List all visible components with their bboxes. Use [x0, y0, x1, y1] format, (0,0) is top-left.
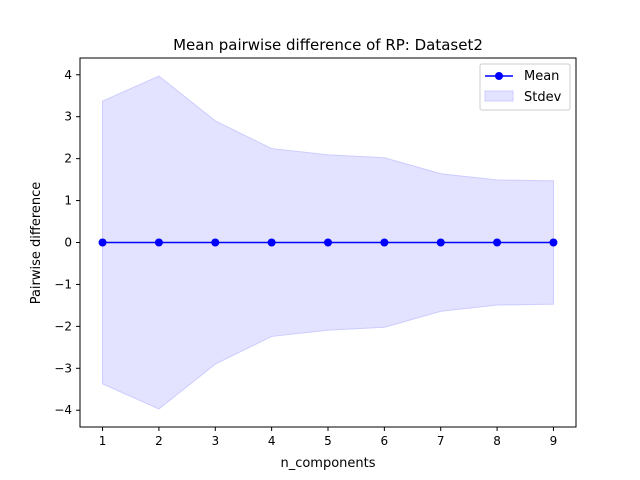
legend: Mean Stdev [479, 63, 571, 111]
x-tick-label: 7 [437, 434, 445, 448]
x-tick-label: 4 [268, 434, 276, 448]
y-tick-label: 2 [64, 152, 72, 166]
y-axis-label: Pairwise difference [29, 182, 44, 305]
x-tick-label: 2 [155, 434, 163, 448]
legend-mean-marker-icon [495, 72, 503, 80]
x-tick-label: 9 [550, 434, 558, 448]
mean-point [267, 238, 276, 247]
plot-area [98, 75, 558, 410]
legend-stdev-label: Stdev [524, 90, 562, 105]
y-tick-label: −2 [54, 319, 72, 333]
mean-point [380, 238, 389, 247]
x-tick-label: 5 [324, 434, 332, 448]
y-tick-label: −3 [54, 361, 72, 375]
mean-point [436, 238, 445, 247]
x-tick-label: 8 [493, 434, 501, 448]
mean-point [98, 238, 107, 247]
mean-point [211, 238, 220, 247]
mean-point [493, 238, 502, 247]
y-tick-label: 3 [64, 110, 72, 124]
mean-point [324, 238, 332, 247]
y-tick-label: 1 [64, 194, 72, 208]
x-tick-label: 1 [99, 434, 107, 448]
y-tick-label: −1 [54, 277, 72, 291]
y-tick-label: 0 [64, 236, 72, 250]
legend-mean-label: Mean [524, 69, 559, 84]
legend-stdev-swatch-icon [484, 90, 514, 102]
y-tick-label: −4 [54, 403, 72, 417]
mean-point [549, 238, 558, 247]
mean-point [154, 238, 163, 247]
chart-title: Mean pairwise difference of RP: Dataset2 [173, 36, 483, 54]
x-axis-label: n_components [280, 456, 375, 471]
y-tick-label: 4 [64, 68, 72, 82]
x-tick-label: 3 [211, 434, 219, 448]
x-tick-label: 6 [381, 434, 389, 448]
